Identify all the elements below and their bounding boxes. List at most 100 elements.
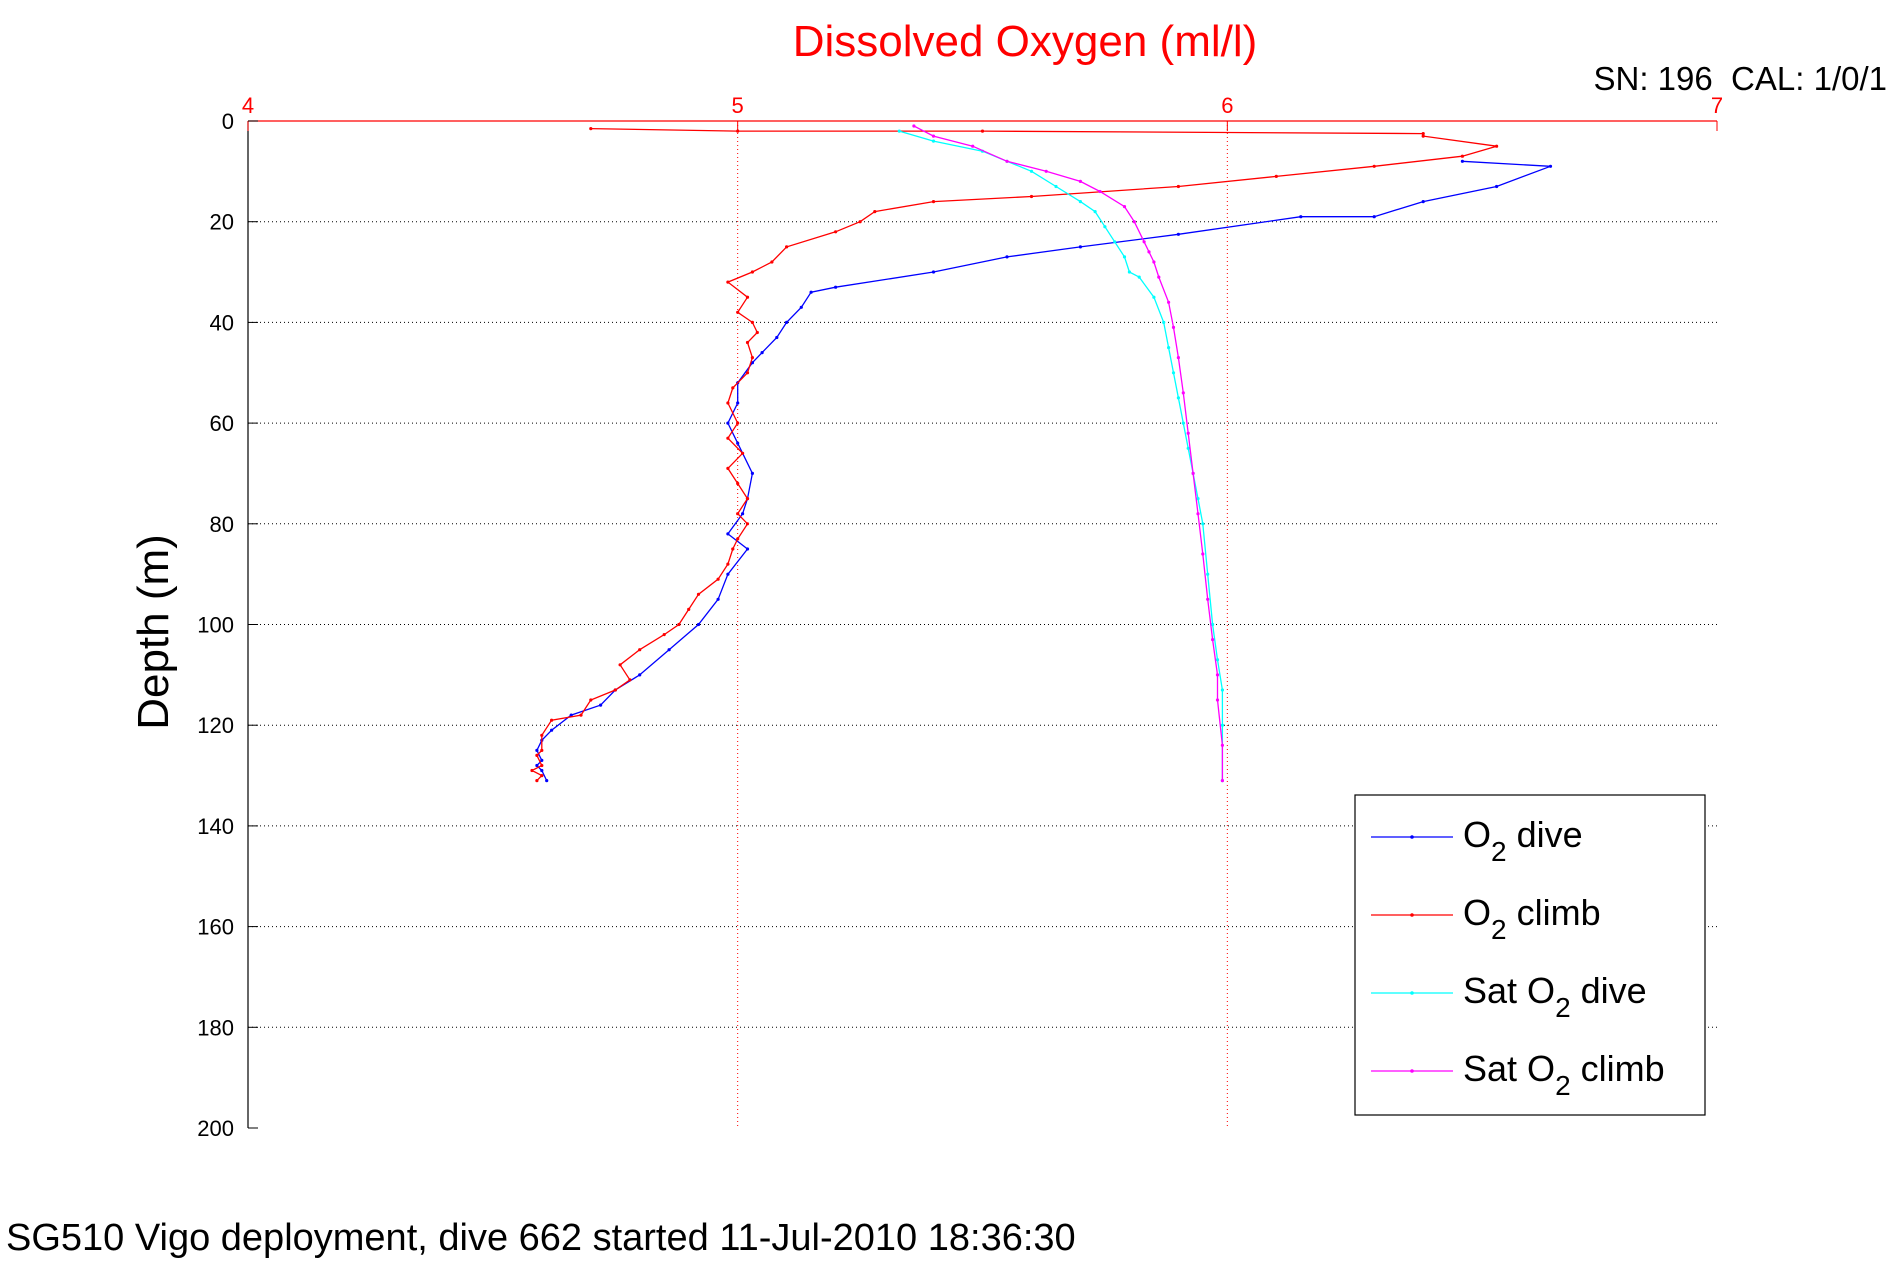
data-point: [1078, 245, 1082, 249]
data-point: [1167, 300, 1171, 304]
data-point: [1495, 144, 1499, 148]
x-axis-ticks: 4 5 6 7: [242, 93, 1723, 131]
data-point: [1220, 688, 1224, 692]
series-o2-climb: [530, 127, 1499, 783]
data-point: [1157, 275, 1161, 279]
data-point: [535, 753, 539, 758]
data-point: [1122, 255, 1127, 259]
data-point: [667, 648, 671, 652]
data-point: [1098, 189, 1102, 194]
data-point: [1162, 320, 1166, 324]
data-point: [745, 371, 750, 375]
data-point: [1186, 446, 1190, 450]
data-point: [897, 129, 901, 133]
data-point: [971, 144, 975, 148]
data-point: [535, 763, 539, 768]
legend-marker: [1410, 835, 1414, 839]
data-point: [931, 139, 936, 143]
data-point: [750, 356, 755, 360]
x-tick-label: 6: [1221, 93, 1233, 118]
data-point: [770, 260, 774, 264]
data-point: [1176, 356, 1180, 360]
data-point: [736, 310, 740, 314]
data-point: [613, 688, 617, 692]
data-point: [638, 673, 642, 677]
data-point: [775, 335, 779, 340]
data-point: [736, 421, 740, 425]
data-point: [1029, 169, 1034, 173]
data-point: [540, 758, 544, 763]
data-point: [540, 768, 544, 773]
data-point: [726, 532, 730, 536]
data-point: [1220, 743, 1224, 747]
serial-cal-label: SN: 196 CAL: 1/0/1: [1593, 60, 1887, 97]
data-point: [1274, 174, 1278, 178]
data-point: [1132, 220, 1136, 224]
data-point: [1176, 396, 1180, 400]
data-point: [1152, 295, 1156, 299]
y-tick-label: 140: [197, 814, 234, 839]
legend-label: Sat O2 climb: [1463, 1048, 1665, 1101]
data-point: [1152, 260, 1156, 264]
data-point: [1548, 164, 1553, 168]
data-point: [799, 305, 803, 309]
data-point: [1191, 471, 1195, 475]
data-point: [1078, 179, 1082, 183]
data-point: [1054, 184, 1058, 189]
series-line: [913, 125, 1224, 781]
data-point: [834, 230, 838, 234]
data-point: [745, 497, 750, 501]
data-point: [1142, 240, 1146, 244]
legend-label: O2 dive: [1463, 814, 1583, 867]
data-point: [1220, 723, 1224, 727]
data-point: [980, 129, 985, 133]
data-point: [1167, 346, 1171, 350]
data-point: [1211, 622, 1215, 627]
y-axis-ticks: 0 20 40 60 80 100 120 140 160 180 200: [197, 109, 258, 1141]
data-point: [1201, 522, 1205, 526]
data-point: [599, 703, 603, 707]
data-point: [1201, 552, 1205, 556]
data-point: [1093, 210, 1097, 214]
data-point: [1005, 255, 1009, 259]
data-point: [755, 330, 759, 335]
data-point: [638, 648, 642, 652]
series-line: [899, 130, 1224, 781]
data-point: [1005, 159, 1009, 163]
data-point: [858, 220, 862, 224]
data-point: [834, 285, 838, 289]
data-point: [1495, 184, 1499, 189]
data-point: [760, 351, 764, 355]
legend-marker: [1410, 991, 1414, 995]
data-point: [550, 718, 554, 722]
data-point: [1372, 164, 1376, 168]
y-axis-label: Depth (m): [129, 534, 178, 730]
data-point: [1171, 325, 1176, 329]
data-point: [726, 436, 730, 440]
data-point: [736, 129, 740, 133]
data-point: [726, 572, 730, 576]
data-point: [1176, 232, 1180, 236]
data-point: [1113, 240, 1117, 244]
legend-marker: [1410, 913, 1414, 917]
data-point: [1196, 497, 1200, 501]
data-point: [731, 547, 735, 551]
series-sat-o2-climb: [912, 124, 1224, 783]
data-point: [1029, 194, 1034, 199]
data-point: [628, 678, 632, 682]
data-point: [726, 280, 730, 284]
data-point: [873, 210, 877, 214]
data-point: [912, 124, 916, 128]
data-point: [1421, 134, 1425, 138]
series-lines: [530, 124, 1553, 783]
x-tick-label: 5: [732, 93, 744, 118]
data-point: [569, 713, 573, 717]
data-point: [931, 270, 936, 274]
series-line: [530, 127, 1497, 782]
data-point: [785, 320, 789, 324]
data-point: [696, 592, 701, 596]
data-point: [618, 663, 622, 667]
data-point: [731, 386, 735, 390]
y-tick-label: 0: [222, 109, 234, 134]
